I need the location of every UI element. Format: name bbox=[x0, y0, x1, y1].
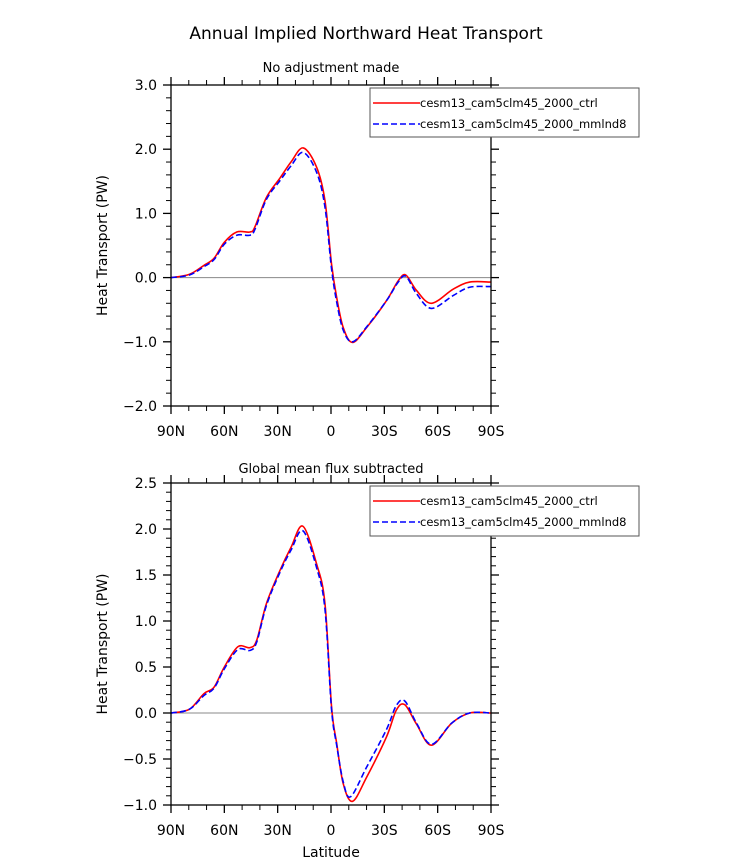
y-tick-label: −0.5 bbox=[123, 752, 157, 768]
y-tick-label: 3.0 bbox=[135, 78, 157, 94]
x-tick-label: 60N bbox=[210, 424, 238, 440]
y-tick-label: 2.0 bbox=[135, 142, 157, 158]
legend: cesm13_cam5clm45_2000_ctrl cesm13_cam5clm… bbox=[369, 87, 640, 138]
series-line-ctrl bbox=[170, 147, 492, 344]
y-axis-label: Heat Transport (PW) bbox=[95, 175, 111, 316]
legend-label: cesm13_cam5clm45_2000_mmlnd8 bbox=[420, 117, 627, 131]
x-tick-label: 0 bbox=[327, 424, 336, 440]
panel-no-adjustment: No adjustment made −2.0 −1.0 0.0 1.0 2.0 3.0 90… bbox=[95, 61, 640, 440]
y-tick-label: 0.5 bbox=[135, 660, 157, 676]
x-tick-label: 30S bbox=[371, 823, 398, 839]
x-tick-label: 90S bbox=[478, 424, 505, 440]
x-tick-label: 60S bbox=[424, 424, 451, 440]
y-tick-label: 0.0 bbox=[135, 271, 157, 287]
legend: cesm13_cam5clm45_2000_ctrl cesm13_cam5clm… bbox=[369, 485, 640, 537]
x-tick-label: 0 bbox=[327, 823, 336, 839]
legend-label: cesm13_cam5clm45_2000_mmlnd8 bbox=[420, 515, 627, 529]
y-tick-label: 1.5 bbox=[135, 568, 157, 584]
series-line-ctrl bbox=[170, 525, 492, 803]
legend-box bbox=[369, 485, 640, 537]
panel-subtitle: Global mean flux subtracted bbox=[238, 462, 423, 477]
y-tick-label: 1.0 bbox=[135, 206, 157, 222]
y-tick-label: −2.0 bbox=[123, 399, 157, 415]
panel-subtitle: No adjustment made bbox=[263, 61, 400, 76]
x-tick-label: 30N bbox=[264, 823, 292, 839]
series-line-mmlnd8 bbox=[170, 151, 492, 343]
series-line-mmlnd8 bbox=[170, 529, 492, 798]
y-tick-label: 1.0 bbox=[135, 614, 157, 630]
x-tick-label: 90N bbox=[157, 823, 185, 839]
legend-box bbox=[369, 87, 640, 138]
x-tick-label: 30N bbox=[264, 424, 292, 440]
panel-global-mean-subtracted: Global mean flux subtracted −1.0 −0.5 0.0 0.… bbox=[95, 462, 640, 859]
y-tick-label: 0.0 bbox=[135, 706, 157, 722]
y-tick-label: −1.0 bbox=[123, 798, 157, 814]
legend-label: cesm13_cam5clm45_2000_ctrl bbox=[420, 96, 598, 110]
x-tick-label: 60N bbox=[210, 823, 238, 839]
x-tick-label: 90N bbox=[157, 424, 185, 440]
x-axis-label: Latitude bbox=[302, 845, 360, 859]
y-axis-label: Heat Transport (PW) bbox=[95, 573, 111, 714]
y-tick-label: 2.5 bbox=[135, 476, 157, 492]
y-tick-label: −1.0 bbox=[123, 335, 157, 351]
x-tick-label: 90S bbox=[478, 823, 505, 839]
legend-label: cesm13_cam5clm45_2000_ctrl bbox=[420, 494, 598, 508]
y-tick-label: 2.0 bbox=[135, 522, 157, 538]
figure-title: Annual Implied Northward Heat Transport bbox=[189, 24, 543, 44]
x-tick-label: 30S bbox=[371, 424, 398, 440]
x-tick-label: 60S bbox=[424, 823, 451, 839]
